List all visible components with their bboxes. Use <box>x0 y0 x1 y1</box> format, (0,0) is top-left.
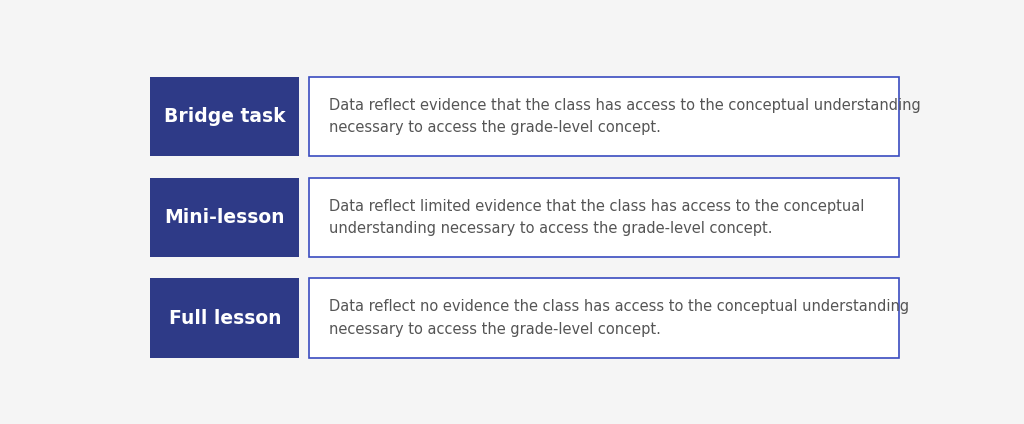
Bar <box>151 77 299 156</box>
Bar <box>309 178 899 257</box>
Bar <box>309 278 899 358</box>
Bar <box>151 178 299 257</box>
Text: Data reflect limited evidence that the class has access to the conceptual
unders: Data reflect limited evidence that the c… <box>329 199 864 236</box>
Bar <box>151 278 299 358</box>
Text: Data reflect evidence that the class has access to the conceptual understanding
: Data reflect evidence that the class has… <box>329 98 921 135</box>
Text: Mini-lesson: Mini-lesson <box>165 208 285 227</box>
Text: Full lesson: Full lesson <box>169 309 281 328</box>
Text: Data reflect no evidence the class has access to the conceptual understanding
ne: Data reflect no evidence the class has a… <box>329 299 909 337</box>
Text: Bridge task: Bridge task <box>164 107 286 126</box>
Bar <box>309 77 899 156</box>
